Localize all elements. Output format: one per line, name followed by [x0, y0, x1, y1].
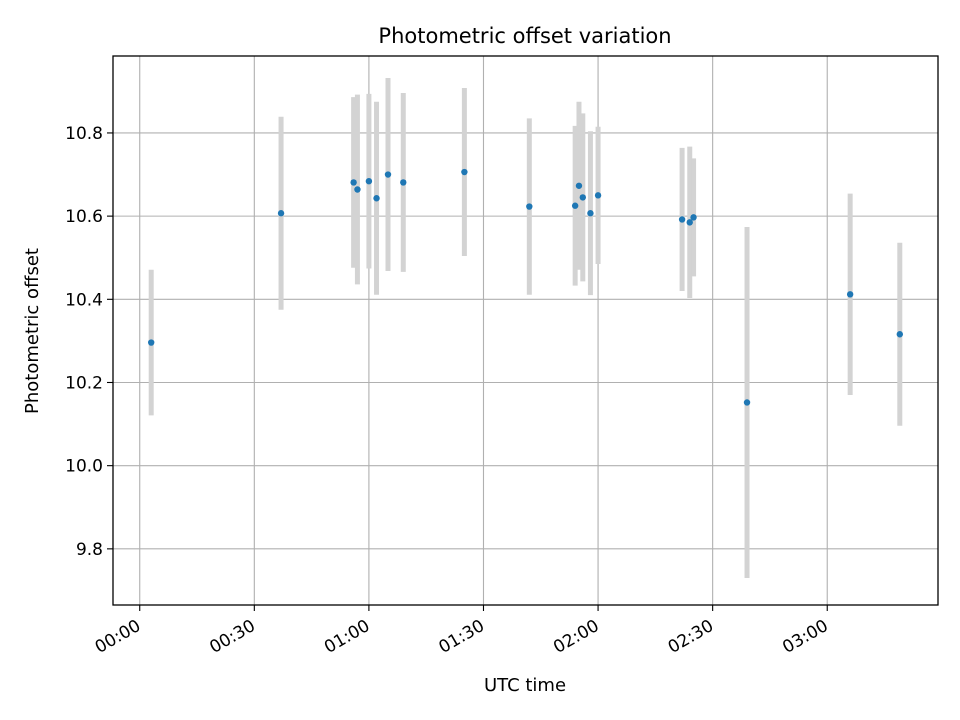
data-point [575, 182, 583, 189]
plot-frame [112, 55, 939, 606]
y-tick-label: 10.2 [65, 373, 103, 393]
data-point [846, 291, 854, 298]
y-tick-label: 9.8 [76, 540, 103, 560]
data-point [743, 399, 751, 406]
data-point [400, 179, 407, 186]
data-point [678, 216, 686, 223]
data-point [594, 192, 602, 199]
data-point [365, 177, 373, 185]
data-point [686, 219, 693, 226]
data-point [587, 210, 594, 217]
data-point [579, 194, 586, 201]
y-tick-label: 10.8 [65, 124, 103, 144]
y-axis-label: Photometric offset [22, 248, 43, 414]
chart-title: Photometric offset variation [378, 24, 671, 48]
grid [113, 56, 938, 605]
data-point [526, 203, 533, 210]
data-points [147, 168, 904, 406]
x-axis-label: UTC time [484, 675, 566, 696]
data-point [461, 168, 468, 176]
data-point [896, 331, 904, 338]
data-point [690, 214, 697, 221]
data-point [147, 339, 155, 346]
data-point [571, 202, 579, 209]
data-point [384, 171, 392, 178]
y-tick-label: 10.4 [65, 290, 103, 310]
y-tick-label: 10.6 [65, 207, 103, 227]
data-point [350, 179, 357, 186]
y-tick-label: 10.0 [65, 457, 103, 477]
y-axis-ticks: 9.8 10.0 10.2 10.4 10.6 10.8 [65, 124, 113, 560]
data-point [373, 195, 380, 202]
data-point [354, 186, 361, 193]
data-point [277, 210, 285, 217]
